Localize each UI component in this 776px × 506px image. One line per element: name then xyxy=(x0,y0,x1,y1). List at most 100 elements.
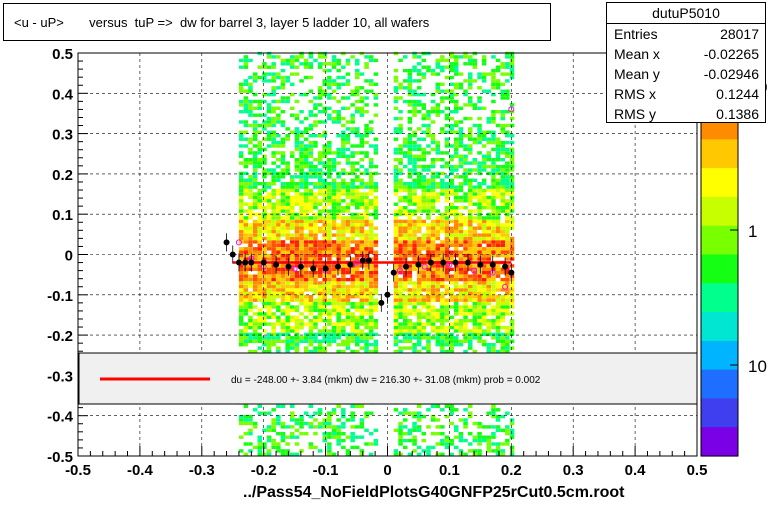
heatmap-cell xyxy=(276,99,281,104)
heatmap-cell xyxy=(355,325,360,330)
heatmap-cell xyxy=(243,137,249,141)
heatmap-cell xyxy=(373,212,379,217)
heatmap-cell xyxy=(500,442,505,446)
heatmap-cell xyxy=(477,236,482,241)
heatmap-cell xyxy=(341,171,346,176)
heatmap-cell xyxy=(449,298,454,302)
heatmap-cell xyxy=(486,72,491,76)
heatmap-cell xyxy=(248,315,253,319)
heatmap-cell xyxy=(463,332,468,337)
heatmap-cell xyxy=(345,171,351,176)
heatmap-cell xyxy=(331,58,337,63)
heatmap-cell xyxy=(495,110,501,114)
heatmap-cell xyxy=(416,343,422,347)
heatmap-cell xyxy=(505,250,510,254)
heatmap-cell xyxy=(373,267,379,271)
heatmap-cell xyxy=(393,298,399,302)
heatmap-cell xyxy=(458,134,464,138)
heatmap-cell xyxy=(412,185,417,189)
heatmap-cell xyxy=(313,134,318,138)
heatmap-cell xyxy=(416,226,422,230)
heatmap-cell xyxy=(486,322,491,326)
heatmap-cell xyxy=(468,253,473,258)
heatmap-cell xyxy=(505,168,510,172)
heatmap-cell xyxy=(505,240,510,244)
heatmap-cell xyxy=(359,284,365,289)
heatmap-cell xyxy=(331,271,337,275)
heatmap-cell xyxy=(266,55,272,59)
heatmap-cell xyxy=(257,312,262,316)
heatmap-cell xyxy=(509,195,515,200)
heatmap-cell xyxy=(368,212,374,217)
heatmap-cell xyxy=(458,308,464,313)
heatmap-cell xyxy=(393,288,399,292)
stats-value: 0.1386 xyxy=(716,106,759,122)
heatmap-cell xyxy=(327,62,332,66)
heatmap-cell xyxy=(454,288,459,292)
y-tick-label: 0.1 xyxy=(52,207,73,224)
heatmap-cell xyxy=(416,62,422,66)
heatmap-cell xyxy=(468,116,473,121)
heatmap-cell xyxy=(440,295,445,299)
heatmap-cell xyxy=(313,164,318,169)
heatmap-cell xyxy=(403,137,408,141)
heatmap-cell xyxy=(430,240,436,244)
heatmap-cell xyxy=(477,185,482,189)
heatmap-cell xyxy=(472,216,478,220)
heatmap-cell xyxy=(421,288,426,292)
heatmap-cell xyxy=(495,229,501,234)
heatmap-cell xyxy=(435,308,440,313)
heatmap-cell xyxy=(262,247,267,251)
heatmap-cell xyxy=(317,151,323,155)
heatmap-cell xyxy=(454,247,459,251)
heatmap-cell xyxy=(495,274,501,278)
heatmap-cell xyxy=(359,229,365,234)
heatmap-cell xyxy=(345,250,351,254)
heatmap-cell xyxy=(243,322,249,326)
heatmap-cell xyxy=(495,315,501,319)
heatmap-cell xyxy=(500,281,505,285)
heatmap-cell xyxy=(509,421,515,426)
heatmap-cell xyxy=(509,206,515,210)
heatmap-cell xyxy=(509,123,515,128)
heatmap-cell xyxy=(416,199,422,203)
heatmap-cell xyxy=(262,185,267,189)
heatmap-cell xyxy=(426,291,431,295)
heatmap-cell xyxy=(481,144,487,148)
heatmap-cell xyxy=(322,301,327,306)
heatmap-cell xyxy=(299,291,304,295)
heatmap-cell xyxy=(317,171,323,176)
heatmap-cell xyxy=(238,308,244,313)
heatmap-cell xyxy=(449,144,454,148)
heatmap-cell xyxy=(257,325,262,330)
heatmap-cell xyxy=(299,120,304,124)
heatmap-cell xyxy=(444,442,450,446)
heatmap-cell xyxy=(355,223,360,227)
heatmap-cell xyxy=(444,96,450,100)
heatmap-cell xyxy=(500,233,505,237)
heatmap-cell xyxy=(509,164,515,169)
heatmap-cell xyxy=(430,140,436,145)
heatmap-cell xyxy=(509,253,515,258)
heatmap-cell xyxy=(421,449,426,453)
heatmap-cell xyxy=(495,86,501,90)
heatmap-cell xyxy=(355,106,360,110)
heatmap-cell xyxy=(495,250,501,254)
heatmap-cell xyxy=(299,195,304,200)
heatmap-cell xyxy=(327,199,332,203)
heatmap-cell xyxy=(491,408,496,412)
heatmap-cell xyxy=(403,284,408,289)
heatmap-cell xyxy=(252,408,258,412)
heatmap-cell xyxy=(331,411,337,415)
heatmap-cell xyxy=(355,349,360,354)
heatmap-cell xyxy=(359,158,365,162)
heatmap-cell xyxy=(303,216,309,220)
heatmap-cell xyxy=(303,336,309,340)
heatmap-cell xyxy=(416,127,422,131)
heatmap-cell xyxy=(294,161,300,165)
heatmap-cell xyxy=(294,271,300,275)
heatmap-cell xyxy=(407,161,413,165)
heatmap-cell xyxy=(262,92,267,97)
heatmap-cell xyxy=(368,120,374,124)
heatmap-cell xyxy=(303,308,309,313)
